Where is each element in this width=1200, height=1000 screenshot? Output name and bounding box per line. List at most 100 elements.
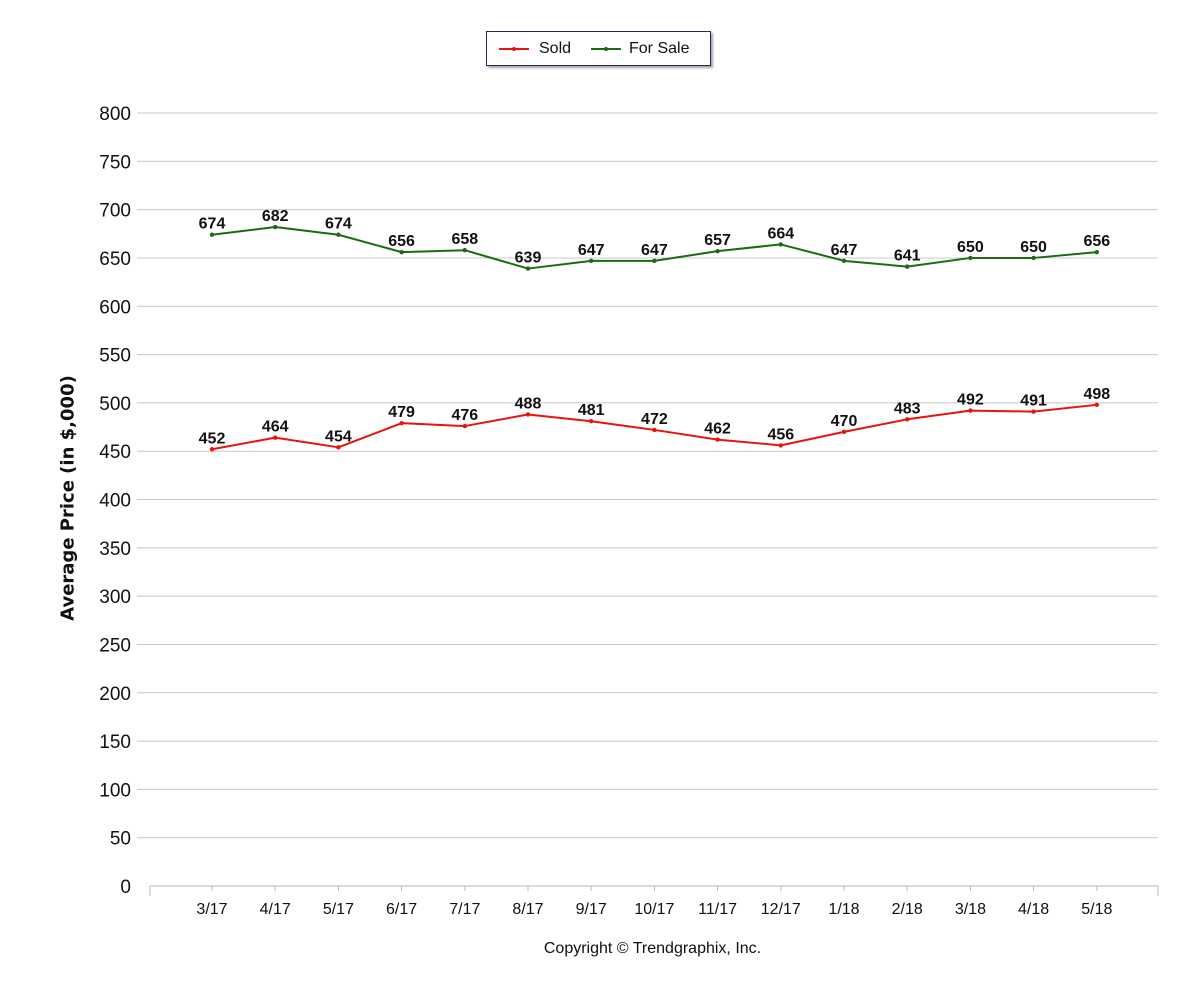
data-point[interactable] (905, 264, 910, 269)
data-label: 476 (451, 407, 478, 424)
data-label: 656 (1083, 233, 1110, 250)
data-label: 481 (578, 402, 605, 419)
data-point[interactable] (1094, 249, 1100, 255)
y-tick-label: 800 (99, 104, 131, 125)
data-point[interactable] (589, 419, 594, 424)
x-tick-label: 12/17 (761, 901, 801, 918)
y-tick-label: 650 (99, 249, 131, 270)
x-tick-label: 8/17 (512, 901, 543, 918)
data-label: 483 (894, 400, 921, 417)
y-tick-label: 350 (99, 539, 131, 560)
legend-label-for-sale: For Sale (629, 40, 690, 57)
data-label: 650 (957, 239, 984, 256)
data-point[interactable] (652, 258, 657, 264)
data-label: 656 (388, 233, 415, 250)
data-labels: 452 464 454 479 476 488 481 472 462 456 470 483 492 4… (199, 208, 1111, 447)
series-lines (209, 224, 1100, 452)
data-point[interactable] (209, 447, 215, 452)
data-label: 472 (641, 411, 668, 428)
legend-label-sold: Sold (539, 40, 572, 57)
data-label: 657 (704, 232, 731, 249)
data-label: 639 (515, 250, 542, 267)
data-label: 664 (767, 225, 794, 242)
data-point[interactable] (778, 443, 783, 448)
x-tick-label: 6/17 (386, 901, 417, 918)
data-label: 470 (831, 413, 858, 430)
y-tick-label: 400 (99, 491, 131, 512)
data-label: 674 (325, 216, 352, 233)
data-point[interactable] (1094, 402, 1100, 408)
y-tick-label: 250 (99, 635, 131, 656)
legend-marker-sold (512, 47, 516, 51)
data-point[interactable] (968, 408, 973, 413)
data-point[interactable] (462, 248, 467, 253)
data-label: 647 (641, 242, 668, 259)
data-point[interactable] (589, 258, 594, 264)
y-tick-label: 300 (99, 587, 131, 608)
data-label: 658 (451, 231, 478, 248)
data-label: 492 (957, 392, 984, 409)
data-label: 647 (831, 242, 858, 259)
x-tick-label: 4/17 (260, 901, 291, 918)
data-label: 462 (704, 421, 731, 438)
data-label: 479 (388, 404, 415, 421)
y-tick-label: 100 (99, 780, 131, 801)
data-label: 682 (262, 208, 289, 225)
x-tick-label: 3/18 (955, 901, 986, 918)
data-point[interactable] (399, 420, 404, 426)
data-point[interactable] (1031, 409, 1036, 414)
data-point[interactable] (525, 266, 531, 271)
y-tick-label: 700 (99, 201, 131, 222)
y-tick-label: 150 (99, 732, 131, 753)
data-label: 456 (767, 426, 794, 443)
x-tick-label: 11/17 (698, 901, 737, 918)
data-point[interactable] (841, 258, 847, 264)
data-point[interactable] (715, 248, 720, 254)
data-point[interactable] (399, 249, 404, 255)
data-point[interactable] (209, 232, 215, 237)
legend: Sold For Sale (486, 31, 711, 66)
data-label: 454 (325, 428, 352, 445)
x-tick-label: 5/18 (1081, 901, 1112, 918)
data-point[interactable] (968, 255, 973, 261)
copyright-text: Copyright © Trendgraphix, Inc. (543, 940, 762, 957)
legend-swatch-sold (499, 47, 529, 51)
data-point[interactable] (652, 427, 657, 433)
data-label: 488 (515, 395, 542, 412)
x-tick-label: 10/17 (634, 901, 674, 918)
data-point[interactable] (841, 429, 847, 435)
data-label: 498 (1083, 386, 1110, 403)
y-tick-label: 500 (99, 394, 131, 415)
data-label: 674 (199, 216, 226, 233)
data-point[interactable] (778, 242, 783, 247)
y-axis-title: Average Price (in $,000) (57, 375, 79, 621)
y-tick-label: 50 (110, 829, 131, 850)
data-point[interactable] (273, 435, 278, 440)
data-point[interactable] (336, 232, 341, 237)
data-label: 650 (1020, 239, 1047, 256)
x-tick-label: 3/17 (196, 901, 227, 918)
data-point[interactable] (715, 437, 720, 442)
data-point[interactable] (462, 423, 467, 429)
data-point[interactable] (1031, 255, 1036, 261)
y-tick-label: 200 (99, 684, 131, 705)
y-tick-label: 0 (120, 877, 131, 898)
x-tick-label: 5/17 (323, 901, 354, 918)
y-tick-label: 600 (99, 297, 131, 318)
data-label: 647 (578, 242, 605, 259)
data-point[interactable] (525, 412, 531, 417)
x-tick-label: 2/18 (892, 901, 923, 918)
x-tick-label: 9/17 (576, 901, 607, 918)
y-tick-label: 550 (99, 346, 131, 367)
legend-marker-for-sale (604, 47, 608, 51)
data-point[interactable] (273, 224, 278, 230)
x-tick-label: 7/17 (449, 901, 480, 918)
x-tick-label: 1/18 (828, 901, 859, 918)
y-tick-label: 450 (99, 442, 131, 463)
data-point[interactable] (905, 417, 910, 422)
data-label: 491 (1020, 393, 1047, 410)
data-label: 464 (262, 419, 289, 436)
data-point[interactable] (336, 445, 341, 450)
x-tick-label: 4/18 (1018, 901, 1049, 918)
